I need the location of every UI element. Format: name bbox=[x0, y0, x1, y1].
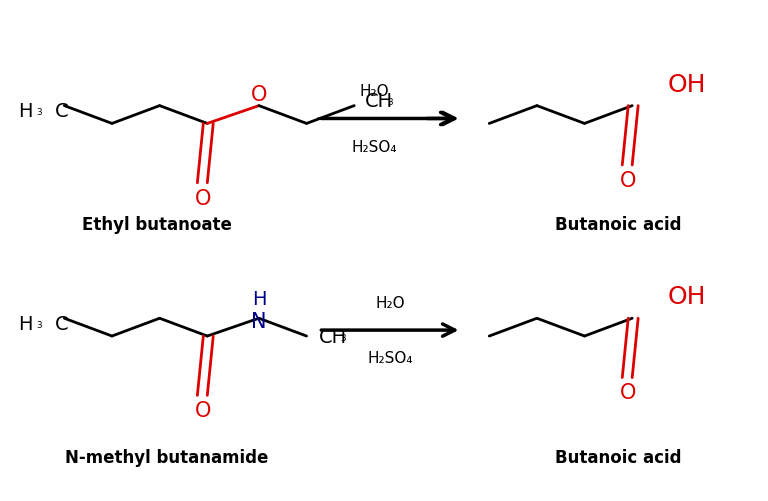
Text: H: H bbox=[18, 102, 32, 121]
Text: Butanoic acid: Butanoic acid bbox=[555, 448, 681, 466]
Text: C: C bbox=[55, 314, 68, 333]
Text: $_3$: $_3$ bbox=[35, 317, 42, 330]
Text: OH: OH bbox=[668, 73, 707, 97]
Text: C: C bbox=[55, 102, 68, 121]
Text: H₂O: H₂O bbox=[359, 84, 389, 99]
Text: CH: CH bbox=[365, 92, 393, 111]
Text: $_3$: $_3$ bbox=[387, 95, 394, 108]
Text: O: O bbox=[250, 85, 267, 105]
Text: Ethyl butanoate: Ethyl butanoate bbox=[81, 216, 232, 234]
Text: O: O bbox=[195, 400, 211, 420]
Text: O: O bbox=[620, 383, 637, 403]
Text: Butanoic acid: Butanoic acid bbox=[555, 216, 681, 234]
Text: H₂SO₄: H₂SO₄ bbox=[351, 139, 397, 154]
Text: $_3$: $_3$ bbox=[340, 330, 347, 343]
Text: CH: CH bbox=[319, 327, 346, 346]
Text: N: N bbox=[251, 312, 266, 332]
Text: $_3$: $_3$ bbox=[35, 105, 42, 118]
Text: OH: OH bbox=[668, 285, 707, 309]
Text: N-methyl butanamide: N-methyl butanamide bbox=[65, 448, 268, 466]
Text: H: H bbox=[252, 290, 266, 308]
Text: O: O bbox=[620, 170, 637, 190]
Text: H₂SO₄: H₂SO₄ bbox=[367, 351, 412, 366]
Text: H₂O: H₂O bbox=[375, 295, 405, 310]
Text: H: H bbox=[18, 314, 32, 333]
Text: O: O bbox=[195, 188, 211, 208]
